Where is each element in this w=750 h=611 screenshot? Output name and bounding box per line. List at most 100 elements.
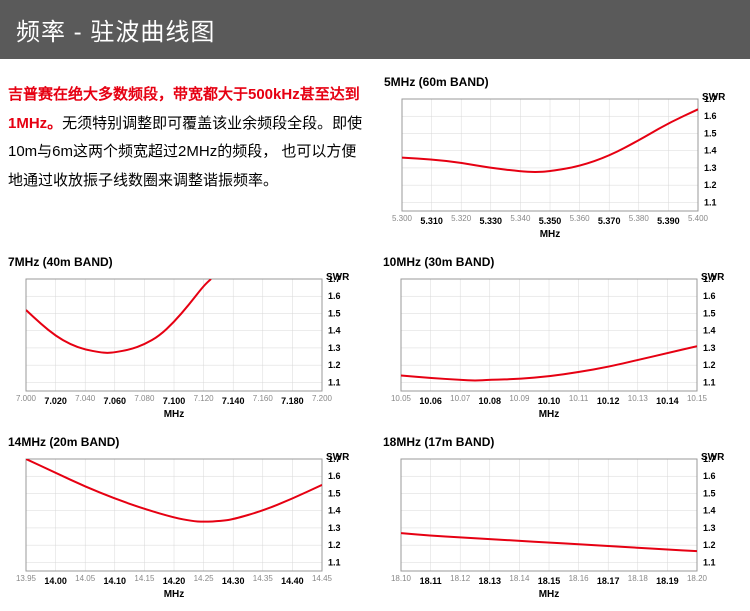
chart-18mhz-title: 18MHz (17m BAND) [383, 435, 742, 449]
chart-7mhz: 1.11.21.31.41.51.61.7SWR7.0007.0407.0807… [8, 273, 367, 423]
svg-text:7.180: 7.180 [281, 396, 304, 406]
svg-text:5.400: 5.400 [688, 214, 709, 223]
svg-text:1.1: 1.1 [328, 557, 341, 567]
chart-svg: 1.11.21.31.41.51.61.7SWR5.3005.3205.3405… [384, 93, 734, 243]
svg-text:14.25: 14.25 [194, 574, 215, 583]
svg-text:10.14: 10.14 [656, 396, 679, 406]
svg-text:7.140: 7.140 [222, 396, 245, 406]
svg-text:10.09: 10.09 [509, 394, 530, 403]
svg-text:18.10: 18.10 [391, 574, 412, 583]
svg-text:1.4: 1.4 [703, 506, 716, 516]
svg-text:1.2: 1.2 [328, 360, 341, 370]
svg-text:14.45: 14.45 [312, 574, 333, 583]
svg-text:7.060: 7.060 [104, 396, 127, 406]
svg-text:7.000: 7.000 [16, 394, 37, 403]
svg-text:1.3: 1.3 [328, 343, 341, 353]
svg-text:1.4: 1.4 [328, 506, 341, 516]
svg-text:5.390: 5.390 [657, 216, 680, 226]
chart-7mhz-title: 7MHz (40m BAND) [8, 255, 367, 269]
chart-14mhz: 1.11.21.31.41.51.61.7SWR13.9514.0514.151… [8, 453, 367, 603]
svg-text:5.300: 5.300 [392, 214, 413, 223]
svg-text:7.020: 7.020 [44, 396, 67, 406]
svg-text:13.95: 13.95 [16, 574, 37, 583]
svg-text:1.5: 1.5 [704, 128, 717, 138]
svg-text:1.5: 1.5 [328, 488, 341, 498]
svg-text:1.6: 1.6 [328, 471, 341, 481]
top-row: 吉普赛在绝大多数频段，带宽都大于500kHz甚至达到1MHz。无须特别调整即可覆… [8, 75, 742, 243]
chart-10mhz: 1.11.21.31.41.51.61.7SWR10.0510.0710.091… [383, 273, 742, 423]
intro-black: 无须特别调整即可覆盖该业余频段全段。即使10m与6m这两个频宽超过2MHz的频段… [8, 115, 362, 189]
svg-text:14.00: 14.00 [44, 576, 67, 586]
chart-18mhz: 1.11.21.31.41.51.61.7SWR18.1018.1218.141… [383, 453, 742, 603]
svg-text:5.380: 5.380 [629, 214, 650, 223]
chart-svg: 1.11.21.31.41.51.61.7SWR10.0510.0710.091… [383, 273, 733, 423]
chart-7mhz-wrap: 7MHz (40m BAND) 1.11.21.31.41.51.61.7SWR… [8, 255, 367, 423]
svg-text:18.13: 18.13 [479, 576, 502, 586]
svg-text:18.11: 18.11 [420, 576, 442, 586]
svg-text:5.370: 5.370 [598, 216, 621, 226]
svg-text:7.160: 7.160 [253, 394, 274, 403]
svg-text:10.15: 10.15 [687, 394, 708, 403]
chart-14mhz-title: 14MHz (20m BAND) [8, 435, 367, 449]
header-title: 频率 - 驻波曲线图 [16, 19, 215, 46]
svg-text:14.30: 14.30 [222, 576, 245, 586]
svg-text:MHz: MHz [539, 589, 560, 600]
svg-text:10.08: 10.08 [479, 396, 502, 406]
svg-text:1.6: 1.6 [703, 291, 716, 301]
svg-text:14.35: 14.35 [253, 574, 274, 583]
svg-text:7.120: 7.120 [194, 394, 215, 403]
svg-text:10.11: 10.11 [569, 394, 589, 403]
svg-text:1.4: 1.4 [703, 326, 716, 336]
svg-text:18.17: 18.17 [597, 576, 620, 586]
chart-14mhz-wrap: 14MHz (20m BAND) 1.11.21.31.41.51.61.7SW… [8, 435, 367, 603]
chart-svg: 1.11.21.31.41.51.61.7SWR7.0007.0407.0807… [8, 273, 358, 423]
svg-text:14.05: 14.05 [75, 574, 96, 583]
svg-text:1.1: 1.1 [704, 197, 717, 207]
svg-text:10.13: 10.13 [628, 394, 649, 403]
chart-18mhz-wrap: 18MHz (17m BAND) 1.11.21.31.41.51.61.7SW… [383, 435, 742, 603]
chart-10mhz-wrap: 10MHz (30m BAND) 1.11.21.31.41.51.61.7SW… [383, 255, 742, 423]
svg-text:MHz: MHz [164, 409, 185, 420]
svg-text:1.4: 1.4 [704, 146, 717, 156]
svg-text:14.15: 14.15 [134, 574, 155, 583]
svg-text:MHz: MHz [164, 589, 185, 600]
svg-text:1.5: 1.5 [328, 308, 341, 318]
svg-text:1.6: 1.6 [328, 291, 341, 301]
svg-text:1.5: 1.5 [703, 308, 716, 318]
svg-text:1.3: 1.3 [704, 163, 717, 173]
svg-text:10.06: 10.06 [419, 396, 442, 406]
svg-text:1.5: 1.5 [703, 488, 716, 498]
svg-text:MHz: MHz [539, 409, 560, 420]
charts-grid: 7MHz (40m BAND) 1.11.21.31.41.51.61.7SWR… [8, 255, 742, 603]
svg-text:5.350: 5.350 [539, 216, 562, 226]
svg-text:SWR: SWR [701, 273, 725, 283]
svg-text:1.4: 1.4 [328, 326, 341, 336]
svg-text:1.2: 1.2 [703, 540, 716, 550]
svg-text:18.15: 18.15 [538, 576, 561, 586]
svg-text:18.20: 18.20 [687, 574, 708, 583]
chart-svg: 1.11.21.31.41.51.61.7SWR18.1018.1218.141… [383, 453, 733, 603]
intro-text: 吉普赛在绝大多数频段，带宽都大于500kHz甚至达到1MHz。无须特别调整即可覆… [8, 75, 368, 243]
chart-svg: 1.11.21.31.41.51.61.7SWR13.9514.0514.151… [8, 453, 358, 603]
svg-text:10.07: 10.07 [450, 394, 471, 403]
svg-text:SWR: SWR [326, 273, 350, 283]
svg-text:5.330: 5.330 [480, 216, 503, 226]
svg-text:5.340: 5.340 [510, 214, 531, 223]
content: 吉普赛在绝大多数频段，带宽都大于500kHz甚至达到1MHz。无须特别调整即可覆… [0, 59, 750, 611]
svg-text:1.2: 1.2 [328, 540, 341, 550]
chart-5mhz-title: 5MHz (60m BAND) [384, 75, 742, 89]
svg-text:5.320: 5.320 [451, 214, 472, 223]
svg-text:14.10: 14.10 [104, 576, 127, 586]
svg-text:1.1: 1.1 [703, 557, 716, 567]
svg-text:18.12: 18.12 [450, 574, 471, 583]
svg-text:18.16: 18.16 [569, 574, 590, 583]
svg-text:10.10: 10.10 [538, 396, 561, 406]
svg-text:7.200: 7.200 [312, 394, 333, 403]
svg-text:7.040: 7.040 [75, 394, 96, 403]
svg-text:SWR: SWR [326, 453, 350, 463]
svg-text:1.3: 1.3 [703, 343, 716, 353]
svg-text:5.310: 5.310 [420, 216, 443, 226]
chart-10mhz-title: 10MHz (30m BAND) [383, 255, 742, 269]
svg-text:10.12: 10.12 [597, 396, 620, 406]
chart-5mhz-wrap: 5MHz (60m BAND) 1.11.21.31.41.51.61.7SWR… [384, 75, 742, 243]
